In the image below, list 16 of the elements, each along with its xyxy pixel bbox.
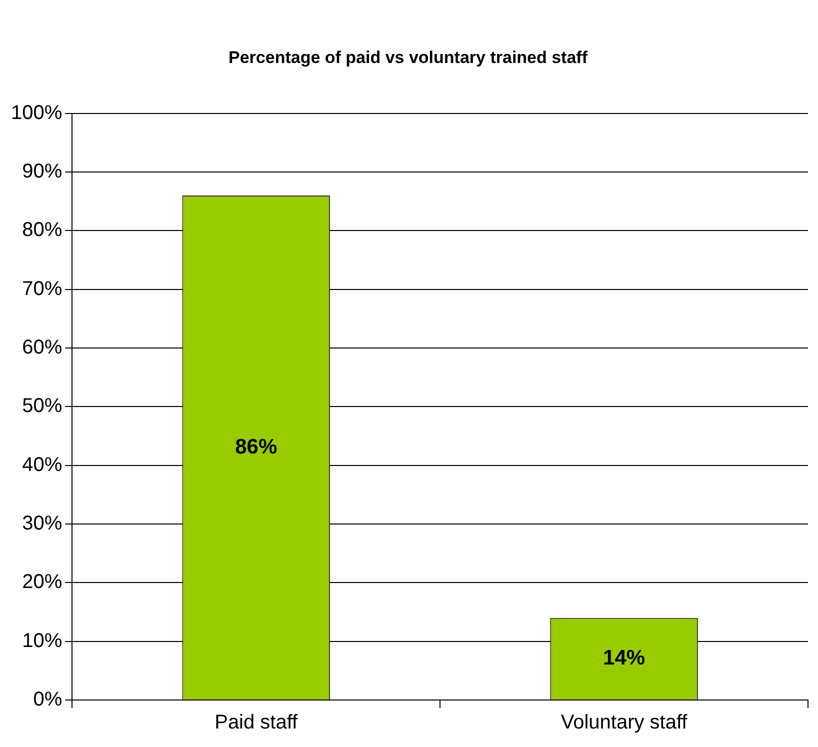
y-tick-label: 100% bbox=[10, 102, 62, 124]
y-tick-label: 40% bbox=[22, 454, 62, 476]
y-tick-label: 50% bbox=[22, 395, 62, 418]
x-tick-label: Paid staff bbox=[214, 712, 298, 734]
y-tick-label: 70% bbox=[22, 278, 62, 300]
data-label: 14% bbox=[603, 646, 646, 670]
y-tick-label: 90% bbox=[22, 160, 62, 183]
y-tick-label: 20% bbox=[22, 571, 62, 594]
x-tick-label: Voluntary staff bbox=[560, 712, 688, 734]
y-tick-label: 0% bbox=[33, 688, 62, 711]
y-tick-label: 10% bbox=[22, 630, 62, 652]
y-tick-label: 30% bbox=[22, 512, 62, 535]
y-tick-label: 60% bbox=[22, 336, 62, 359]
data-label: 86% bbox=[235, 435, 278, 458]
y-tick-label: 80% bbox=[22, 219, 62, 242]
chart-title: Percentage of paid vs voluntary trained staff bbox=[228, 48, 588, 67]
